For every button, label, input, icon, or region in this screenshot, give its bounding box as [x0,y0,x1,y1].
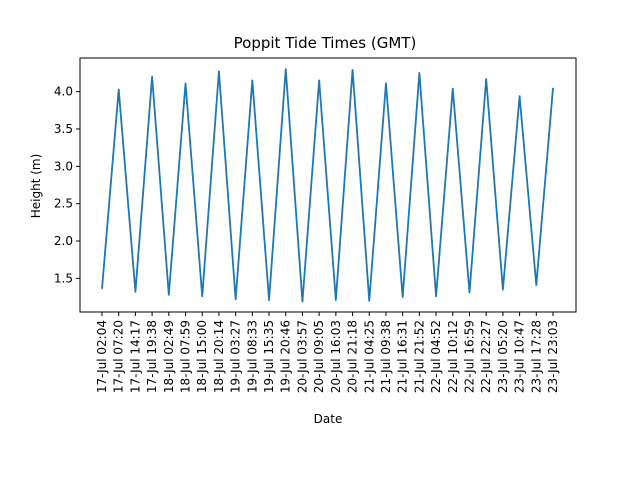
x-tick-label: 19-Jul 20:46 [279,320,293,393]
x-axis-label: Date [314,412,343,426]
x-tick-label: 23-Jul 17:28 [529,320,543,393]
plot-frame [79,57,577,313]
x-tick-label: 22-Jul 16:59 [462,320,476,393]
x-tick-label: 23-Jul 10:47 [513,320,527,393]
x-tick-label: 22-Jul 04:52 [429,320,443,393]
plot-area: 1.5 2.0 2.5 3.0 3.5 4.0 17-Jul 02:04 17-Jul 07:… [54,57,577,393]
x-tick-label: 19-Jul 03:27 [229,320,243,393]
y-tick-label: 3.5 [54,122,73,136]
x-tick-label: 20-Jul 21:18 [346,320,360,393]
x-tick-label: 17-Jul 02:04 [95,320,109,393]
y-tick-label: 2.0 [54,234,73,248]
x-tick-label: 22-Jul 10:12 [446,320,460,393]
x-tick-label: 18-Jul 02:49 [162,320,176,393]
y-tick-label: 2.5 [54,197,73,211]
x-tick-label: 21-Jul 04:25 [362,320,376,393]
x-tick-label: 18-Jul 15:00 [195,320,209,393]
x-tick-label: 19-Jul 15:35 [262,320,276,393]
x-tick-label: 21-Jul 16:31 [396,320,410,393]
x-tick-label: 18-Jul 07:59 [179,320,193,393]
y-tick-label: 1.5 [54,271,73,285]
x-tick-label: 17-Jul 14:17 [128,320,142,393]
x-tick-label: 23-Jul 05:20 [496,320,510,393]
x-tick-label: 19-Jul 08:33 [245,320,259,393]
x-tick-label: 20-Jul 03:57 [295,320,309,393]
x-tick-label: 20-Jul 09:05 [312,320,326,393]
y-axis-label: Height (m) [29,154,43,219]
chart-title: Poppit Tide Times (GMT) [234,34,417,52]
x-tick-label: 20-Jul 16:03 [329,320,343,393]
x-tick-label: 21-Jul 09:38 [379,320,393,393]
x-tick-label: 17-Jul 19:38 [145,320,159,393]
x-tick-label: 23-Jul 23:03 [546,320,560,393]
x-tick-label: 17-Jul 07:20 [112,320,126,393]
x-tick-label: 21-Jul 21:52 [412,320,426,393]
x-tick-label: 18-Jul 20:14 [212,320,226,393]
x-tick-label: 22-Jul 22:27 [479,320,493,393]
series-line [101,68,554,303]
y-tick-label: 3.0 [54,159,73,173]
y-tick-label: 4.0 [54,85,73,99]
